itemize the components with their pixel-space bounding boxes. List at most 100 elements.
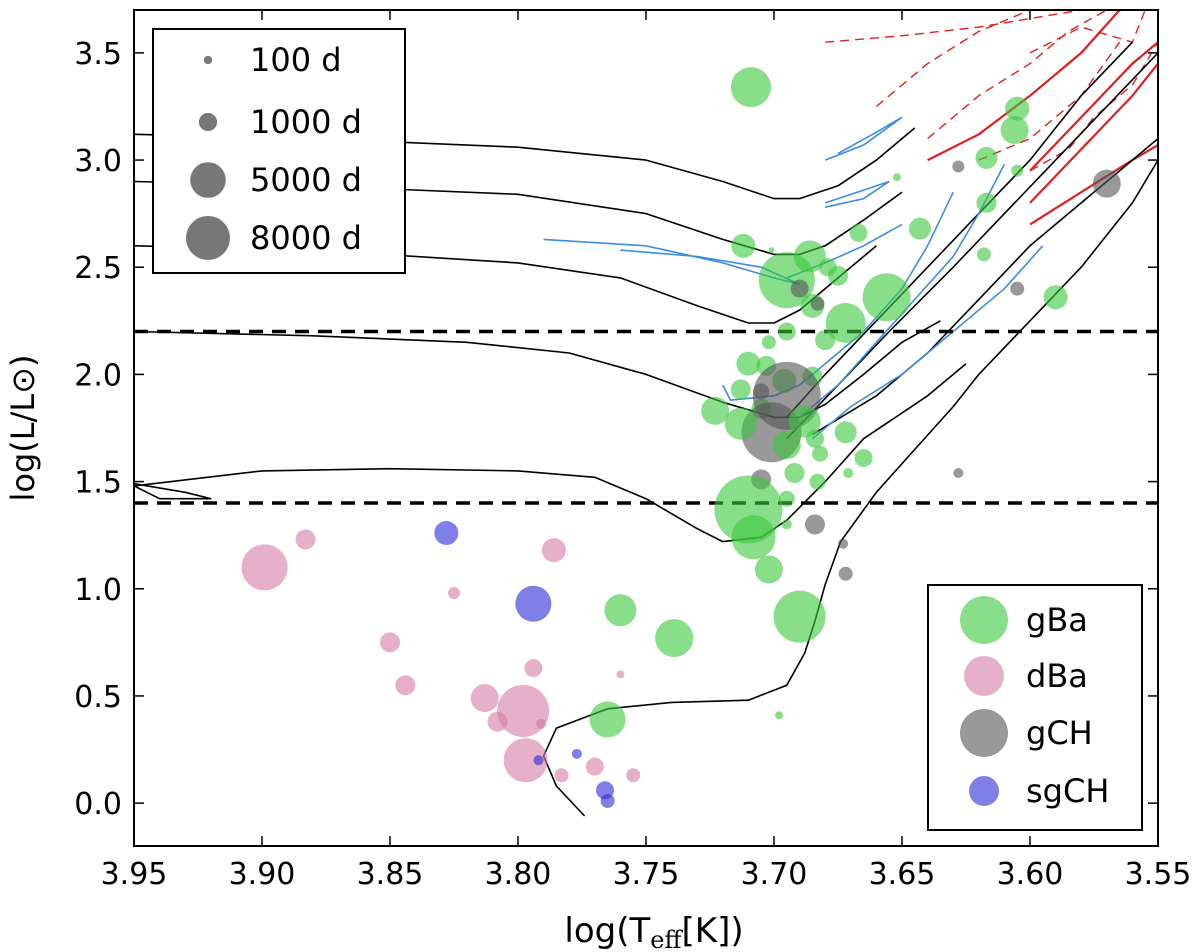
star-point-gCH <box>1010 281 1025 296</box>
star-point-gBa <box>834 421 857 444</box>
star-point-gBa <box>777 322 796 341</box>
star-point-gBa <box>805 429 824 448</box>
x-tick-label: 3.85 <box>357 857 424 892</box>
class-legend-label: gBa <box>1026 601 1088 639</box>
luminosity-boundaries <box>134 329 1158 505</box>
star-point-gCH <box>1092 169 1121 198</box>
size-legend-marker <box>198 112 218 132</box>
y-tick-label: 1.5 <box>74 466 122 501</box>
evolution-track <box>786 41 1133 418</box>
y-tick-label: 0.5 <box>74 680 122 715</box>
class-legend-label: gCH <box>1026 714 1093 752</box>
star-point-gBa <box>655 619 694 658</box>
star-point-gBa <box>892 173 901 182</box>
star-point-sgCH <box>533 755 544 766</box>
star-point-gBa <box>773 590 826 643</box>
star-point-sgCH <box>571 748 582 759</box>
size-legend-label: 8000 d <box>250 219 362 257</box>
red-dashed-track <box>978 41 1121 161</box>
star-point-gBa <box>724 407 757 440</box>
star-point-gBa <box>589 701 626 738</box>
class-legend-label: dBa <box>1026 657 1088 695</box>
red-track <box>927 10 1121 162</box>
star-point-gBa <box>976 247 991 262</box>
star-point-gBa <box>731 233 756 258</box>
star-point-gBa <box>604 594 637 627</box>
star-point-gBa <box>781 519 792 530</box>
blue-track <box>824 180 890 208</box>
x-tick-label: 3.95 <box>101 857 168 892</box>
star-point-gBa <box>754 555 783 584</box>
star-point-gBa <box>825 302 866 343</box>
size-legend-label: 1000 d <box>250 103 362 141</box>
star-point-dBa <box>554 768 569 783</box>
y-tick-label: 0.0 <box>74 787 122 822</box>
size-legend-marker <box>186 216 230 260</box>
evolution-track <box>811 137 1158 436</box>
star-point-gBa <box>1011 164 1024 177</box>
star-point-gBa <box>775 711 784 720</box>
class-legend: gBa dBa gCH sgCH <box>927 584 1143 831</box>
star-point-gBa <box>1000 116 1029 145</box>
star-point-gBa <box>815 330 836 351</box>
star-point-gBa <box>701 396 730 425</box>
class-legend-marker <box>960 596 1008 644</box>
x-tick-labels: 3.95 3.90 3.85 3.80 3.75 3.70 3.65 3.60 3.55 <box>101 857 1192 892</box>
x-axis-label: log(Teff[K]) <box>564 911 743 952</box>
x-tick-label: 3.70 <box>741 857 808 892</box>
y-tick-label: 3.0 <box>74 144 122 179</box>
class-legend-marker <box>964 656 1004 696</box>
star-point-gBa <box>772 431 801 460</box>
star-point-gBa <box>843 468 854 479</box>
star-point-gBa <box>862 273 911 322</box>
star-point-gCH <box>810 296 825 311</box>
x-tick-label: 3.55 <box>1125 857 1192 892</box>
star-point-gBa <box>828 265 848 286</box>
red-dashed-track <box>1029 10 1146 54</box>
star-point-gBa <box>849 223 868 242</box>
red-track <box>1029 62 1158 204</box>
star-point-gBa <box>908 217 931 240</box>
y-tick-label: 2.5 <box>74 251 122 286</box>
star-point-gBa <box>976 192 997 213</box>
evolution-track <box>134 363 967 543</box>
red-dashed-track <box>927 10 1108 140</box>
star-point-gBa <box>730 67 771 108</box>
star-point-dBa <box>497 684 550 737</box>
star-point-dBa <box>295 529 316 550</box>
x-tick-label: 3.60 <box>997 857 1064 892</box>
star-point-gCH <box>838 538 849 549</box>
size-legend-marker <box>203 55 213 65</box>
size-legend-label: 5000 d <box>250 161 362 199</box>
star-point-gBa <box>809 473 826 490</box>
x-tick-label: 3.65 <box>869 857 936 892</box>
class-legend-label: sgCH <box>1026 772 1109 810</box>
star-point-gCH <box>838 566 853 581</box>
star-point-gBa <box>854 449 873 468</box>
y-tick-label: 2.0 <box>74 358 122 393</box>
evolution-track <box>134 127 916 200</box>
size-legend: 100 d 1000 d 5000 d 8000 d <box>152 28 406 274</box>
y-tick-label: 1.0 <box>74 573 122 608</box>
y-axis-label: log(L/L⊙) <box>4 355 42 502</box>
y-tick-label: 3.5 <box>74 37 122 72</box>
star-point-dBa <box>395 675 416 696</box>
star-point-dBa <box>585 757 604 776</box>
star-point-dBa <box>470 684 499 713</box>
red-dashed-track <box>875 10 1031 108</box>
star-point-gBa <box>812 445 829 462</box>
star-point-dBa <box>626 768 641 783</box>
star-point-dBa <box>536 718 547 729</box>
star-point-gBa <box>731 515 776 560</box>
star-point-gBa <box>1043 285 1068 310</box>
star-point-dBa <box>503 738 548 783</box>
blue-track <box>811 245 1044 440</box>
star-point-gCH <box>790 279 809 298</box>
class-legend-marker <box>960 709 1008 757</box>
blue-track <box>799 163 1006 418</box>
stars-scatter <box>241 67 1121 808</box>
star-point-sgCH <box>434 521 459 546</box>
star-point-gBa <box>768 247 775 254</box>
y-tick-labels: 0.0 0.5 1.0 1.5 2.0 2.5 3.0 3.5 <box>74 37 122 822</box>
